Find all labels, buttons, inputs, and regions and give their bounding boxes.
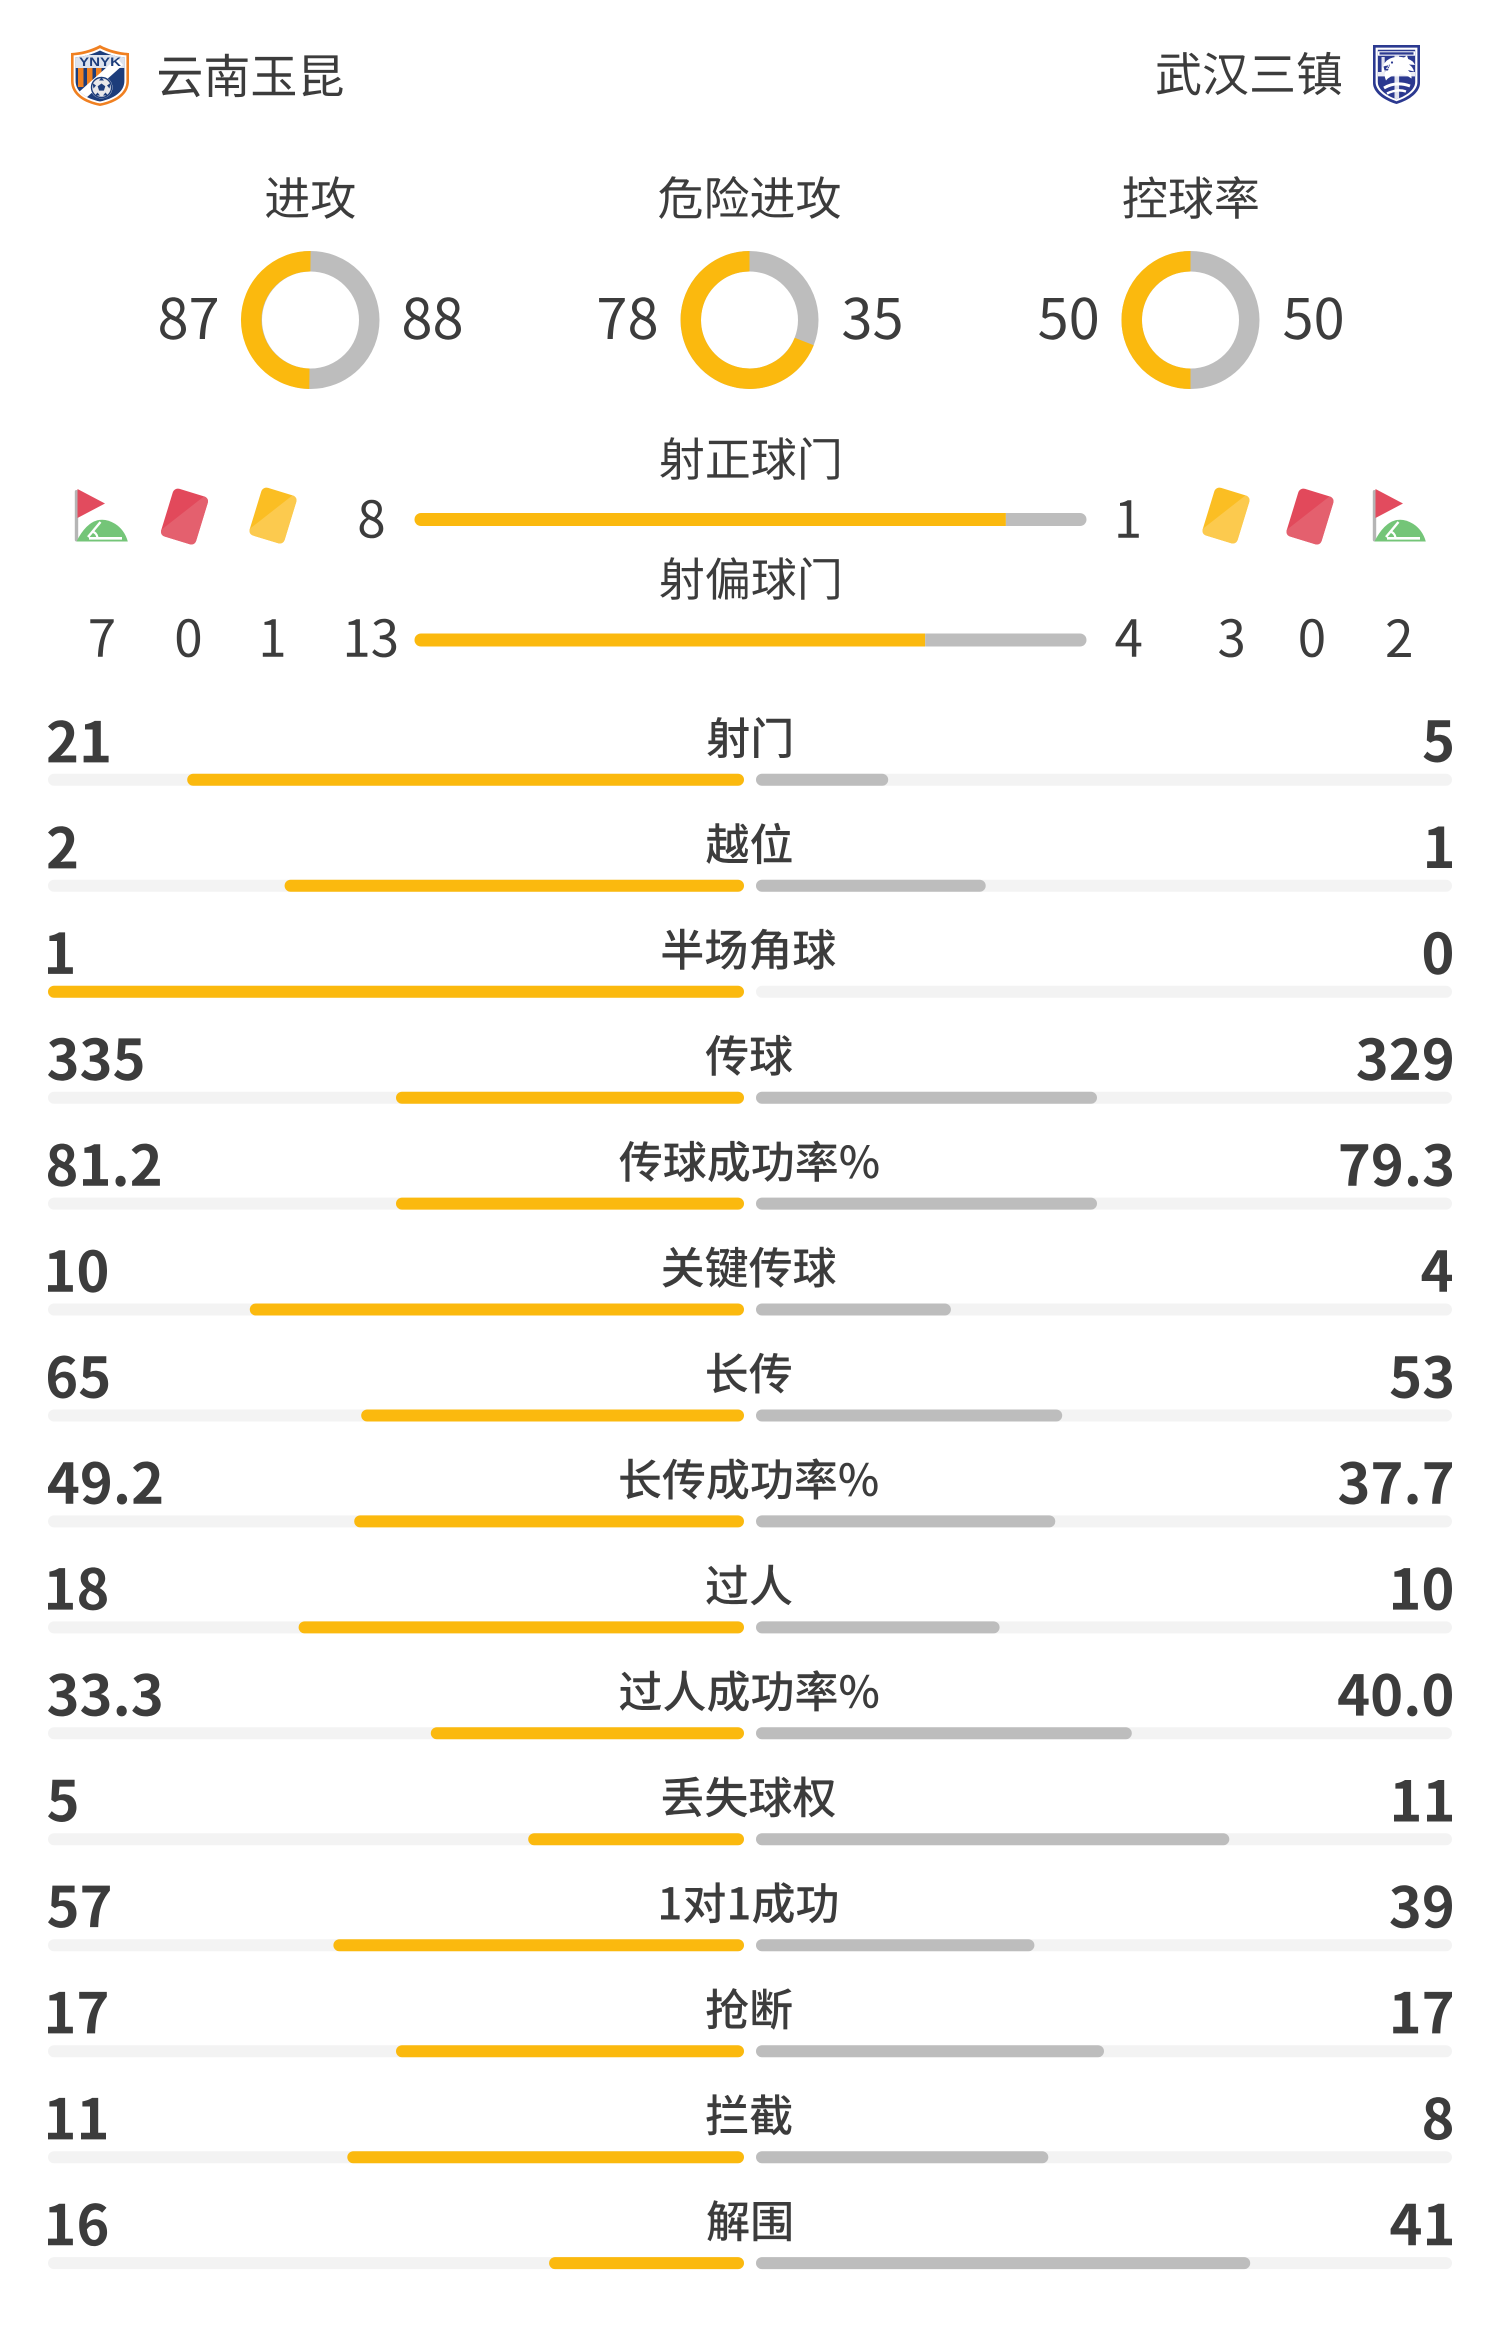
svg-text:YNYK: YNYK xyxy=(79,55,121,69)
svg-text:2013: 2013 xyxy=(1386,65,1400,71)
